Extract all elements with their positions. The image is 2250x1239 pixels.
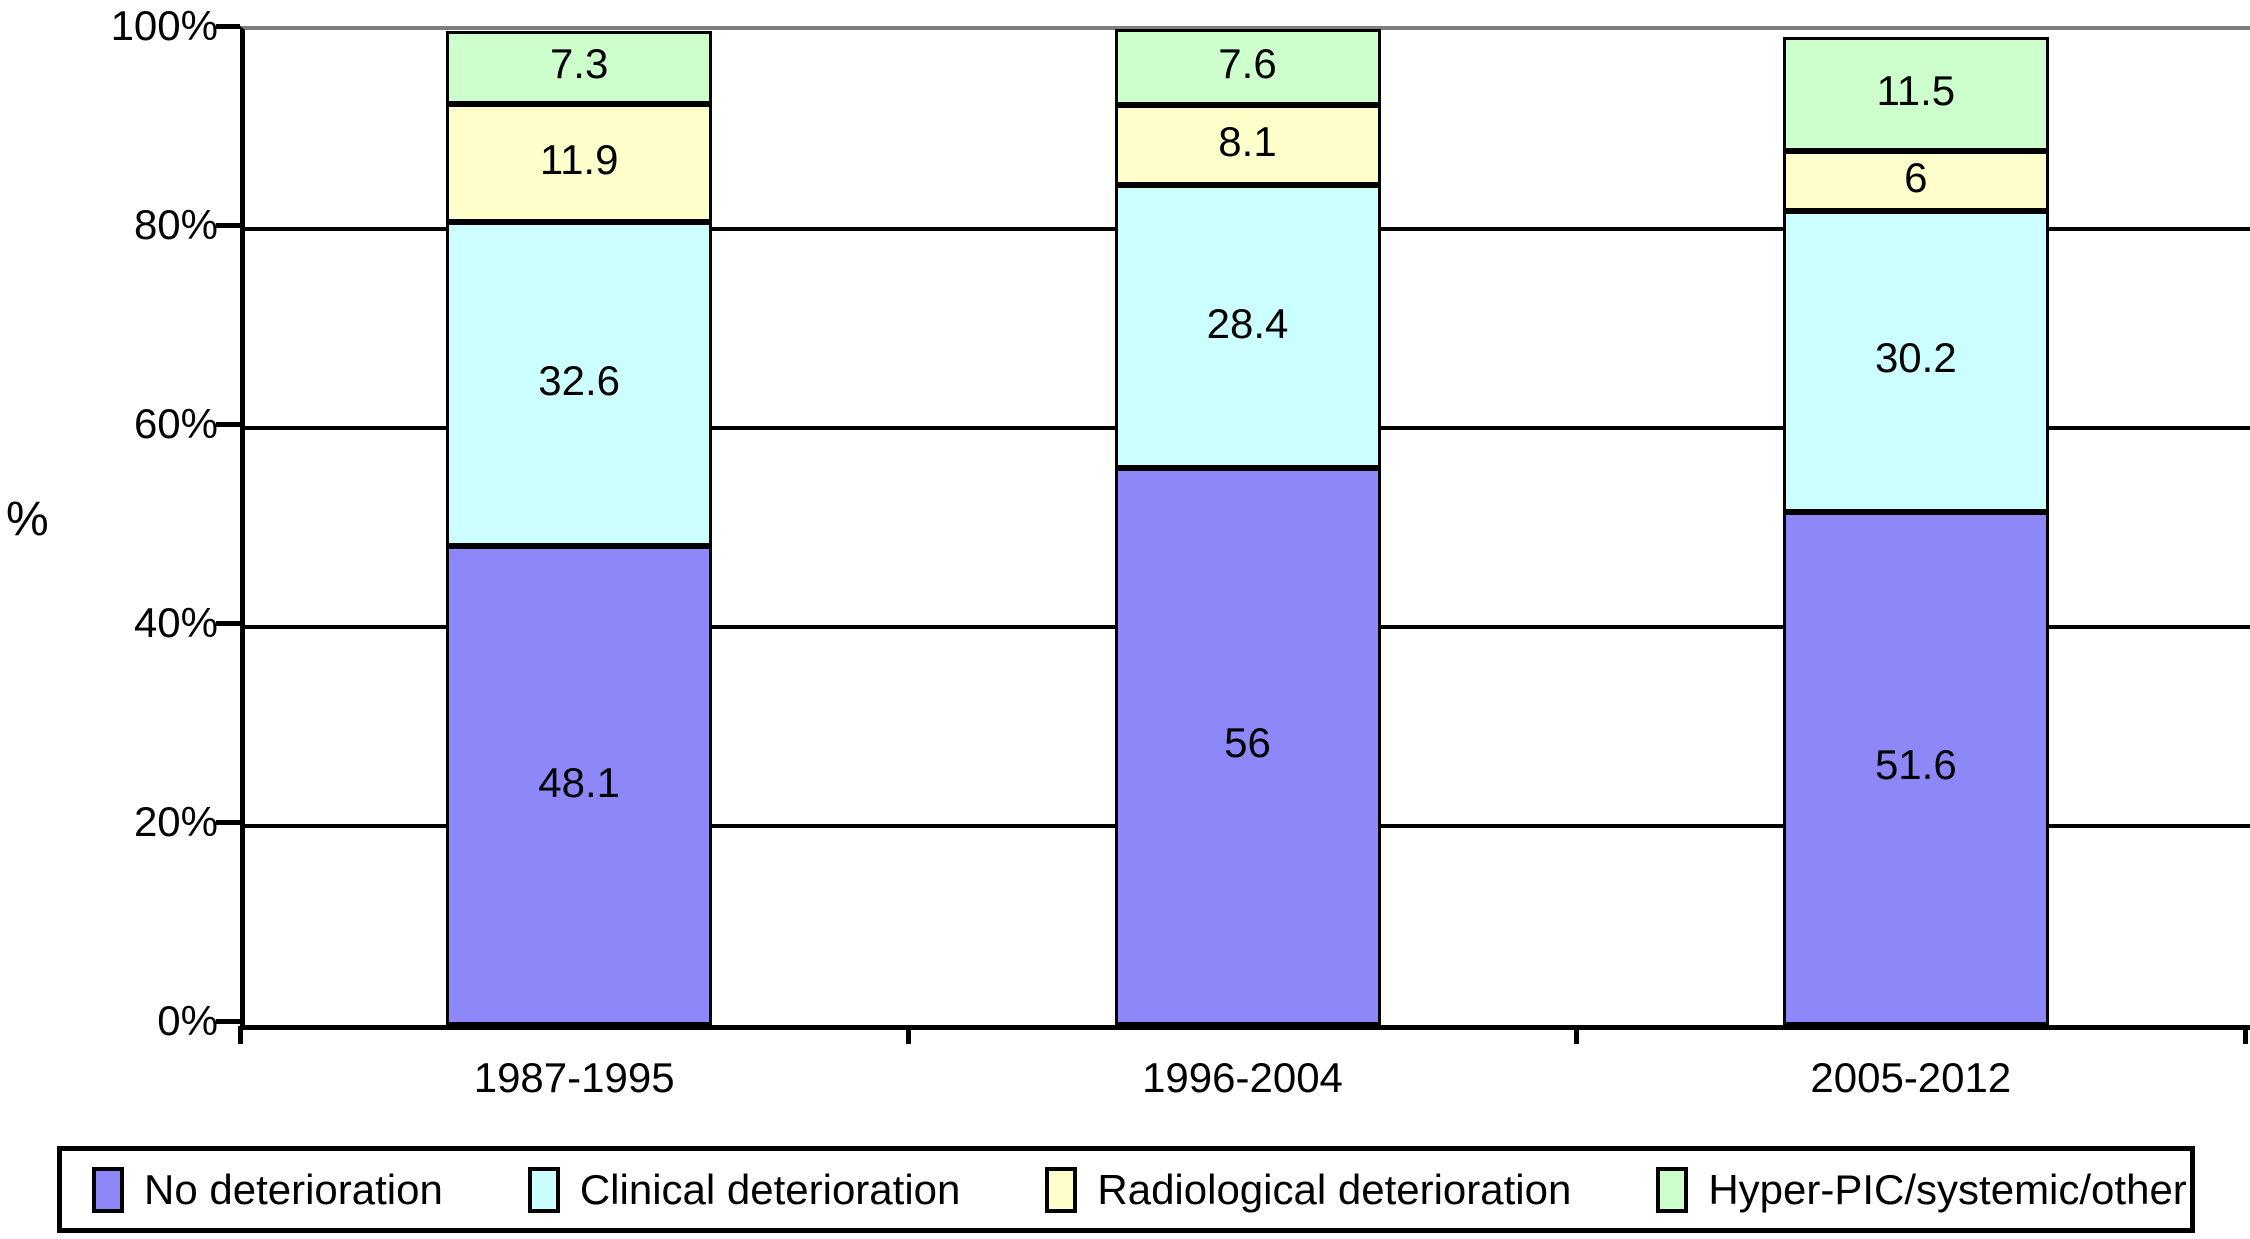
legend-label: No deterioration: [144, 1165, 443, 1213]
x-tick-mark: [2242, 1026, 2248, 1044]
y-tick-mark: [216, 23, 240, 29]
legend-swatch-icon: [1045, 1166, 1078, 1213]
bar-segment-2005-2012-series-2: [1782, 151, 2049, 212]
value-label: 8.1: [1218, 117, 1277, 165]
y-tick-mark: [216, 1018, 240, 1024]
bar-segment-2005-2012-series-0: [1782, 511, 2049, 1025]
legend-item-0: No deterioration: [92, 1166, 443, 1214]
value-label: 51.6: [1874, 741, 1957, 789]
y-tick-mark: [216, 222, 240, 228]
category-label: 1996-2004: [1142, 1054, 1343, 1101]
value-label: 7.3: [549, 40, 609, 88]
legend-label: Hyper-PIC/systemic/other: [1708, 1165, 2187, 1213]
bar-segment-1987-1995-series-0: [446, 546, 713, 1025]
y-tick-label: 100%: [110, 2, 218, 49]
legend-label: Clinical deterioration: [579, 1165, 961, 1213]
x-tick-mark: [237, 1026, 243, 1044]
x-tick-mark: [905, 1026, 911, 1044]
bar-segment-1996-2004-series-2: [1114, 104, 1381, 186]
bar-segment-1987-1995-series-2: [446, 103, 713, 223]
legend-item-1: Clinical deterioration: [527, 1165, 961, 1214]
value-label: 11.5: [1876, 67, 1956, 115]
y-tick-mark: [216, 819, 240, 825]
value-label: 32.6: [538, 357, 621, 405]
value-label: 7.6: [1218, 39, 1277, 87]
y-tick-label: 40%: [133, 599, 218, 646]
legend-item-3: Hyper-PIC/systemic/other: [1656, 1165, 2187, 1214]
bar-segment-2005-2012-series-1: [1782, 211, 2049, 512]
value-label: 56: [1224, 719, 1271, 767]
bar-segment-1987-1995-series-1: [446, 222, 713, 547]
legend: No deterioration Clinical deterioration Ra…: [57, 1146, 2195, 1233]
bar-segment-2005-2012-series-3: [1782, 36, 2049, 152]
x-tick-mark: [1574, 1026, 1580, 1044]
legend-swatch-icon: [527, 1166, 560, 1213]
y-tick-label: 0%: [157, 997, 218, 1044]
y-tick-mark: [216, 620, 240, 626]
bar-segment-1987-1995-series-3: [446, 31, 713, 104]
legend-swatch-icon: [92, 1166, 124, 1213]
bar-segment-1996-2004-series-1: [1114, 185, 1381, 468]
value-label: 28.4: [1206, 299, 1289, 347]
value-label: 48.1: [538, 758, 621, 806]
value-label: 6: [1904, 154, 1928, 202]
category-label: 1987-1995: [473, 1054, 675, 1101]
bar-segment-1996-2004-series-0: [1114, 467, 1381, 1025]
plot-area: 48.1 32.6 11.9 7.3 56 28.4 8.1 7.6 51.6 30.2 6 11.5: [240, 26, 2250, 1030]
y-tick-mark: [216, 421, 240, 427]
bar-segment-1996-2004-series-3: [1114, 29, 1381, 105]
legend-swatch-icon: [1656, 1166, 1689, 1213]
y-tick-label: 60%: [133, 400, 218, 447]
y-tick-label: 80%: [133, 201, 218, 248]
y-axis-title: %: [6, 493, 49, 546]
category-label: 2005-2012: [1810, 1054, 2012, 1101]
legend-label: Radiological deterioration: [1097, 1165, 1572, 1213]
legend-item-2: Radiological deterioration: [1045, 1166, 1571, 1214]
value-label: 11.9: [539, 135, 619, 183]
y-tick-label: 20%: [133, 798, 218, 845]
value-label: 30.2: [1874, 334, 1957, 382]
